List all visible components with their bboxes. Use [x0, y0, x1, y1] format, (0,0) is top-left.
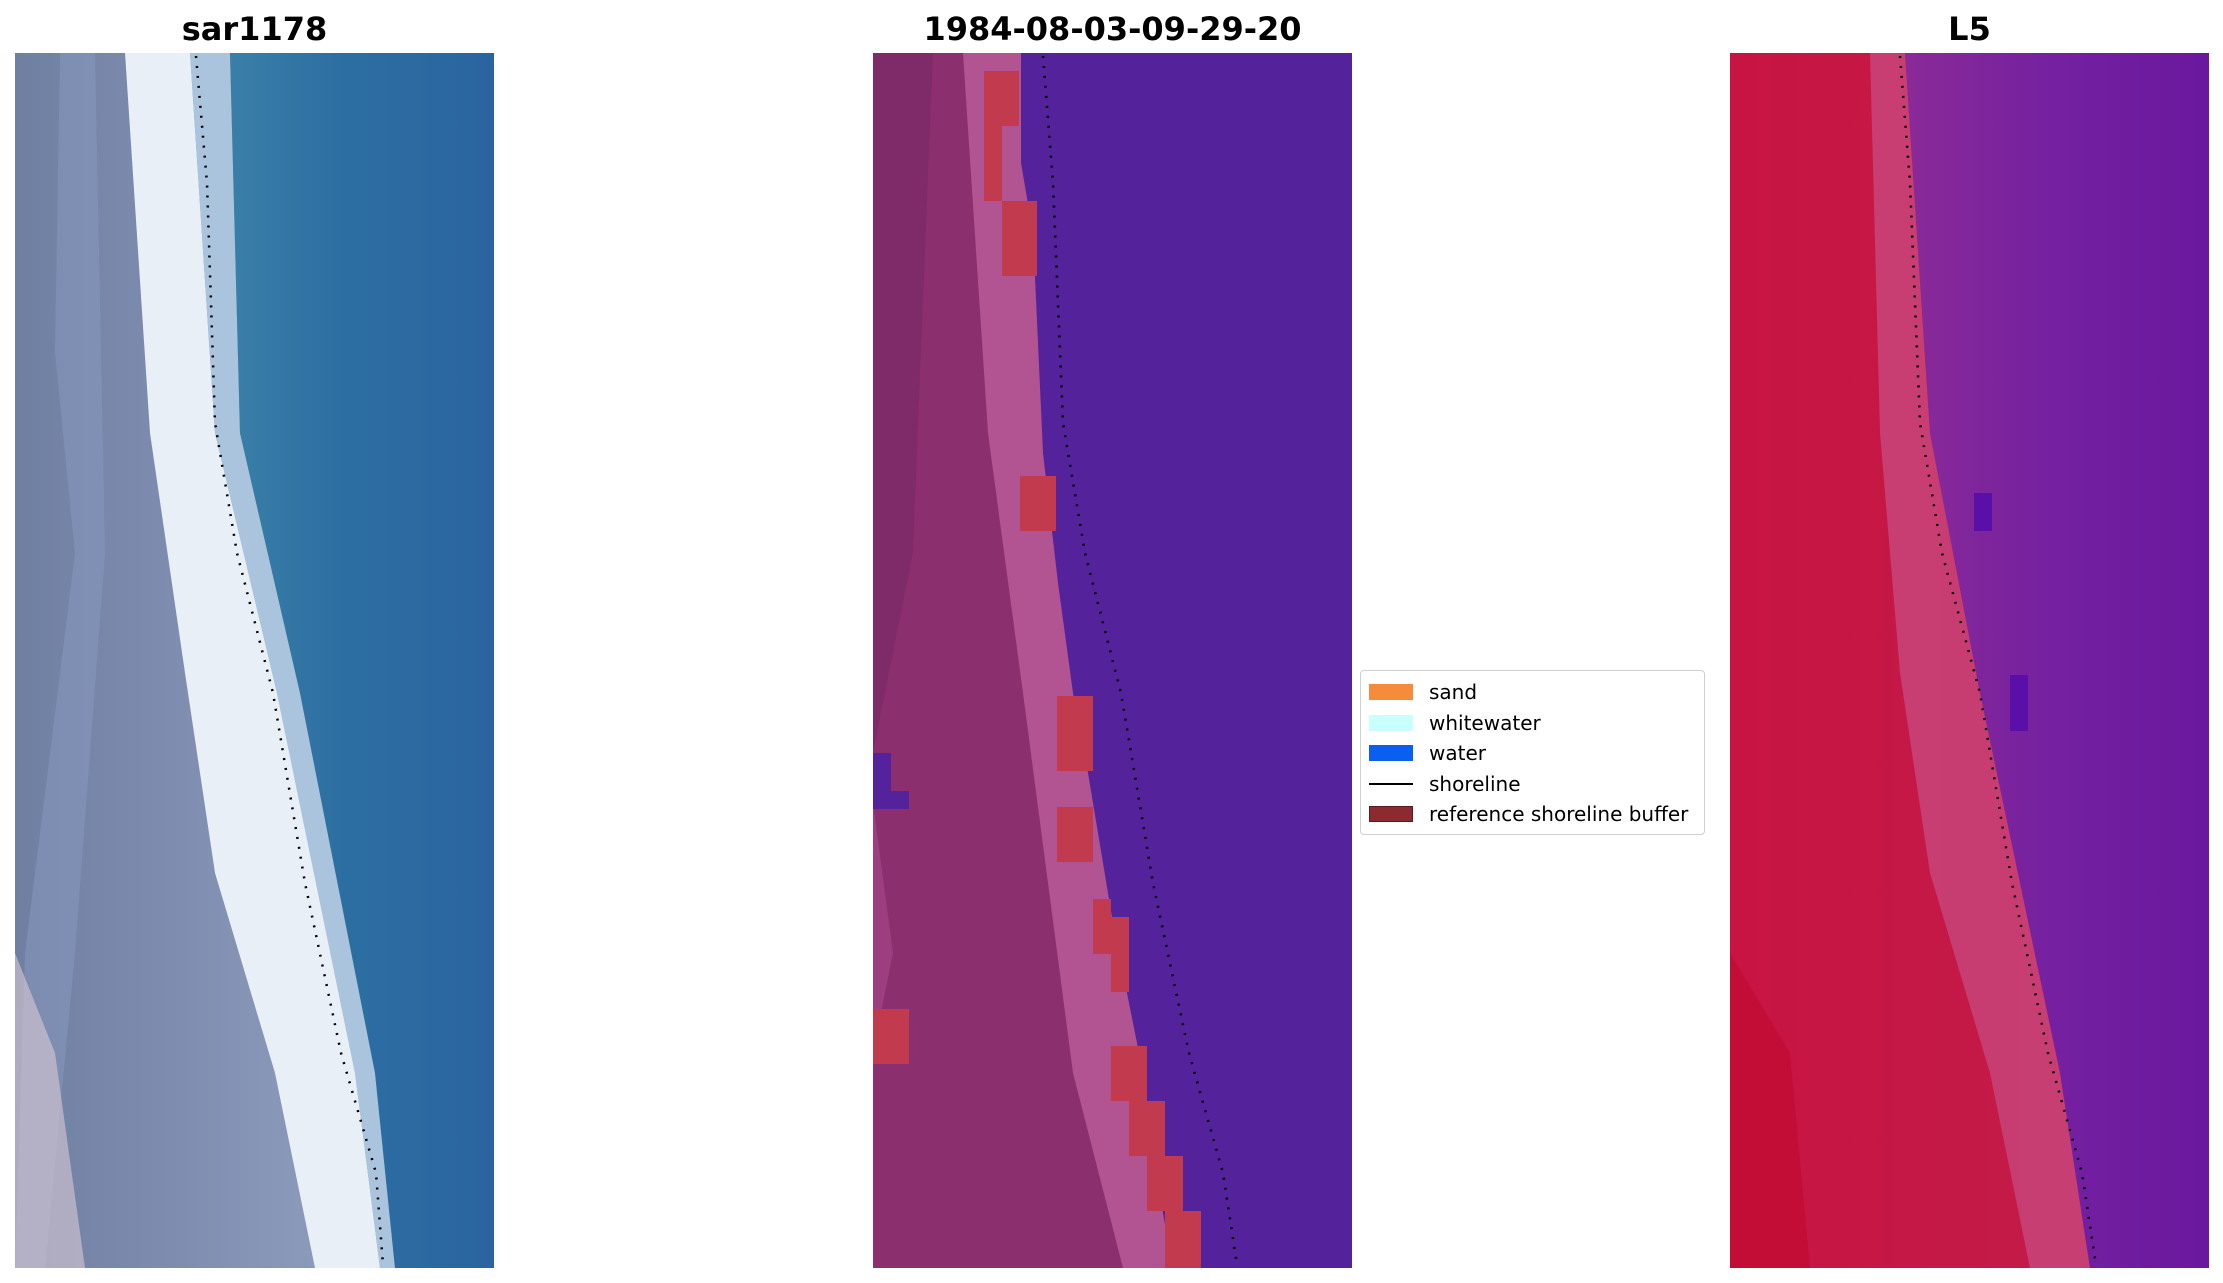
- rgb-image-title: sar1178: [181, 10, 328, 48]
- class-inland-patch-2: [873, 803, 893, 1053]
- legend-item-shoreline: shoreline: [1361, 769, 1704, 800]
- rgb-land-light-patch: [15, 953, 85, 1268]
- class-buffer-block: [1093, 899, 1111, 954]
- water-swatch: [1369, 745, 1413, 762]
- index-water-dark-pixel: [1974, 493, 1992, 531]
- class-buffer-block: [984, 126, 1002, 201]
- class-buffer-block: [1129, 1101, 1165, 1156]
- index-image: [1730, 53, 2209, 1268]
- reference-buffer-swatch: [1369, 806, 1413, 823]
- class-buffer-block: [1165, 1211, 1201, 1268]
- legend-label: shoreline: [1429, 771, 1521, 796]
- legend-item-water: water: [1361, 738, 1704, 769]
- shoreline-line-sample: [1369, 782, 1413, 785]
- class-buffer-block: [1057, 807, 1093, 862]
- legend-item-sand: sand: [1361, 677, 1704, 708]
- legend-label: whitewater: [1429, 710, 1541, 735]
- legend-label: sand: [1429, 680, 1478, 705]
- legend-item-whitewater: whitewater: [1361, 708, 1704, 739]
- rgb-ocean: [230, 53, 494, 1268]
- class-buffer-block: [1111, 917, 1129, 992]
- classification-image: [873, 53, 1352, 1268]
- sand-swatch: [1369, 684, 1413, 701]
- class-buffer-block: [873, 1009, 909, 1064]
- legend-item-reference-buffer: reference shoreline buffer: [1361, 799, 1704, 830]
- class-buffer-block: [1057, 696, 1093, 771]
- legend: sand whitewater water shoreline referenc…: [1360, 670, 1705, 835]
- class-water-pixel: [873, 791, 909, 809]
- class-buffer-block: [984, 71, 1019, 126]
- index-land-dark-patch: [1730, 953, 1810, 1268]
- rgb-land-texture: [15, 53, 105, 1268]
- rgb-whitewater-band: [125, 53, 380, 1268]
- legend-label: water: [1429, 741, 1486, 766]
- class-water-pixel: [873, 753, 891, 791]
- class-buffer-block: [1111, 1046, 1147, 1101]
- classification-image-title: 1984-08-03-09-29-20: [923, 10, 1302, 48]
- index-water-area: [1905, 53, 2209, 1268]
- index-water-dark-pixel: [2010, 675, 2028, 731]
- class-buffer-block: [1020, 476, 1056, 531]
- class-buffer-block: [1147, 1156, 1183, 1211]
- class-buffer-block: [1002, 201, 1037, 276]
- class-water-area: [1021, 53, 1352, 1268]
- index-canvas: [1730, 53, 2209, 1268]
- whitewater-swatch: [1369, 714, 1413, 731]
- ndwi-image-title: L5: [1948, 10, 1991, 48]
- rgb-satellite-image: [15, 53, 494, 1268]
- class-inland-patch: [873, 53, 933, 753]
- classification-canvas: [873, 53, 1352, 1268]
- legend-label: reference shoreline buffer: [1429, 802, 1689, 827]
- rgb-image-canvas: [15, 53, 494, 1268]
- index-beach-band: [1870, 53, 2090, 1268]
